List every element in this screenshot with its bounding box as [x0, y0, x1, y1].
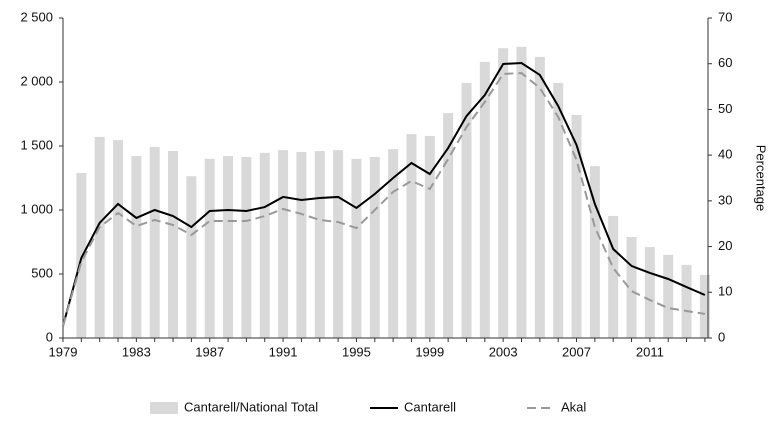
legend-swatch — [150, 402, 178, 414]
y2-tick-label: 0 — [718, 329, 725, 344]
y2-tick-label: 30 — [718, 192, 732, 207]
y2-tick-label: 60 — [718, 55, 732, 70]
bar — [406, 134, 417, 338]
y-tick-label: 1 500 — [20, 137, 53, 152]
y2-tick-label: 50 — [718, 101, 732, 116]
bar — [168, 151, 179, 338]
x-tick-label: 1987 — [195, 344, 224, 359]
y-tick-label: 500 — [31, 265, 53, 280]
bar — [204, 158, 215, 338]
bar — [149, 146, 160, 338]
line-series — [62, 62, 706, 327]
bar — [314, 151, 325, 338]
bar — [113, 140, 124, 338]
bar — [259, 152, 270, 338]
bar — [644, 247, 655, 338]
bar — [516, 46, 527, 339]
bar — [699, 274, 710, 338]
bar — [534, 56, 545, 338]
x-tick-label: 1991 — [269, 344, 298, 359]
y2-axis-label: Percentage — [754, 145, 769, 212]
bar — [681, 264, 692, 338]
bar — [498, 48, 509, 339]
y-tick-label: 1 000 — [20, 201, 53, 216]
bar — [424, 135, 435, 338]
bar — [461, 82, 472, 339]
x-tick-label: 2003 — [489, 344, 518, 359]
x-tick-label: 1999 — [415, 344, 444, 359]
bar — [351, 158, 362, 338]
bar — [589, 166, 600, 338]
bar — [186, 176, 197, 338]
bar — [663, 254, 674, 338]
bar — [241, 156, 252, 338]
x-tick-label: 2011 — [636, 344, 664, 359]
bar — [333, 150, 344, 338]
y2-tick-label: 40 — [718, 147, 732, 162]
y-tick-label: 2 000 — [20, 73, 53, 88]
x-tick-label: 1995 — [342, 344, 371, 359]
bar — [479, 61, 490, 339]
y2-tick-label: 10 — [718, 284, 732, 299]
bar — [369, 156, 380, 338]
bar — [131, 156, 142, 338]
x-tick-label: 1983 — [122, 344, 151, 359]
x-tick-label: 1979 — [49, 344, 78, 359]
bar — [626, 236, 637, 338]
y2-tick-label: 70 — [718, 9, 732, 24]
legend-label: Cantarell — [404, 399, 456, 414]
legend-label: Cantarell/National Total — [184, 399, 318, 414]
bar — [296, 151, 307, 338]
bar — [76, 172, 87, 338]
y-tick-label: 2 500 — [20, 9, 53, 24]
line-series — [62, 72, 706, 327]
y-tick-label: 0 — [46, 329, 53, 344]
bar — [94, 136, 105, 338]
y2-tick-label: 20 — [718, 238, 732, 253]
bar — [553, 82, 564, 339]
bar — [571, 114, 582, 339]
bar — [608, 215, 619, 338]
x-tick-label: 2007 — [562, 344, 591, 359]
bar — [278, 150, 289, 338]
bar — [388, 149, 399, 338]
legend-label: Akal — [561, 399, 586, 414]
bar — [443, 113, 454, 338]
bar — [223, 156, 234, 338]
